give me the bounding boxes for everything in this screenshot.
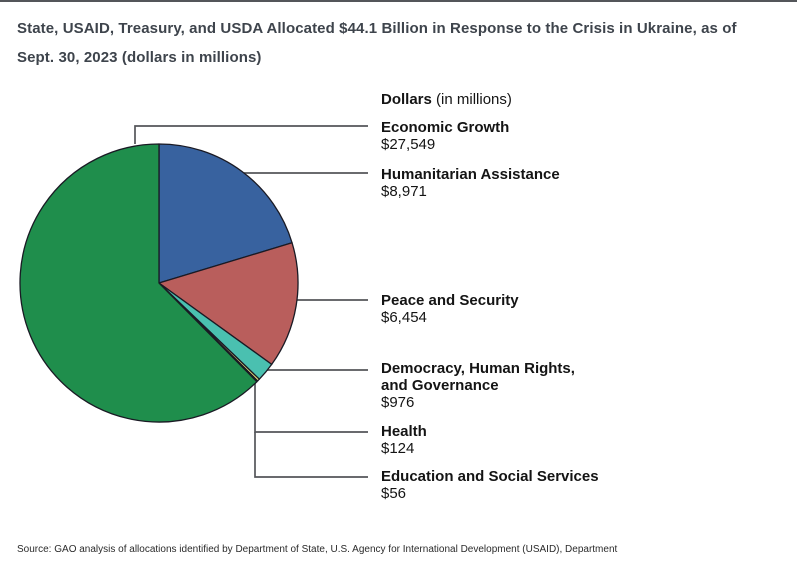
slice-label-value: $8,971 <box>381 183 427 200</box>
pie-slice-peace-and-security <box>158 242 299 366</box>
legend-units-header: Dollars (in millions) <box>381 91 512 108</box>
leader-economic-growth <box>134 125 368 144</box>
figure-title: State, USAID, Treasury, and USDA Allocat… <box>17 14 783 72</box>
figure-title-line2: Sept. 30, 2023 (dollars in millions) <box>17 49 262 66</box>
source-note-line1: Source: GAO analysis of allocations iden… <box>17 544 618 555</box>
slice-label-value: $976 <box>381 394 415 411</box>
slice-label-democracy-human-rights-and-governance: Democracy, Human Rights, and Governance … <box>381 360 581 411</box>
slice-label-value: $56 <box>381 485 407 502</box>
slice-label-name: Economic Growth <box>381 119 510 136</box>
slice-label-value: $6,454 <box>381 309 427 326</box>
slice-label-economic-growth: Economic Growth $27,549 <box>381 119 509 153</box>
slice-label-name: Peace and Security <box>381 292 519 309</box>
slice-label-health: Health $124 <box>381 423 427 457</box>
pie-slice-economic-growth <box>19 143 258 423</box>
slice-label-value: $124 <box>381 440 415 457</box>
pie-slice-humanitarian-assistance <box>158 143 293 284</box>
figure-title-line1: State, USAID, Treasury, and USDA Allocat… <box>17 20 737 37</box>
leader-lines <box>134 125 368 478</box>
slice-label-value: $27,549 <box>381 136 436 153</box>
leader-health <box>254 380 368 433</box>
slice-label-name: Health <box>381 423 427 440</box>
legend-units-bold: Dollars <box>381 91 432 108</box>
source-note: Source: GAO analysis of allocations iden… <box>17 517 657 568</box>
slice-label-name: Democracy, Human Rights, and Governance <box>381 360 575 394</box>
slice-label-humanitarian-assistance: Humanitarian Assistance $8,971 <box>381 166 560 200</box>
slice-label-education-and-social-services: Education and Social Services $56 <box>381 468 599 502</box>
pie <box>19 143 299 423</box>
top-rule <box>0 0 797 2</box>
slice-label-name: Humanitarian Assistance <box>381 166 560 183</box>
slice-label-peace-and-security: Peace and Security $6,454 <box>381 292 519 326</box>
legend-units-rest: (in millions) <box>431 91 512 108</box>
slice-label-name: Education and Social Services <box>381 468 599 485</box>
leader-education <box>254 432 368 478</box>
